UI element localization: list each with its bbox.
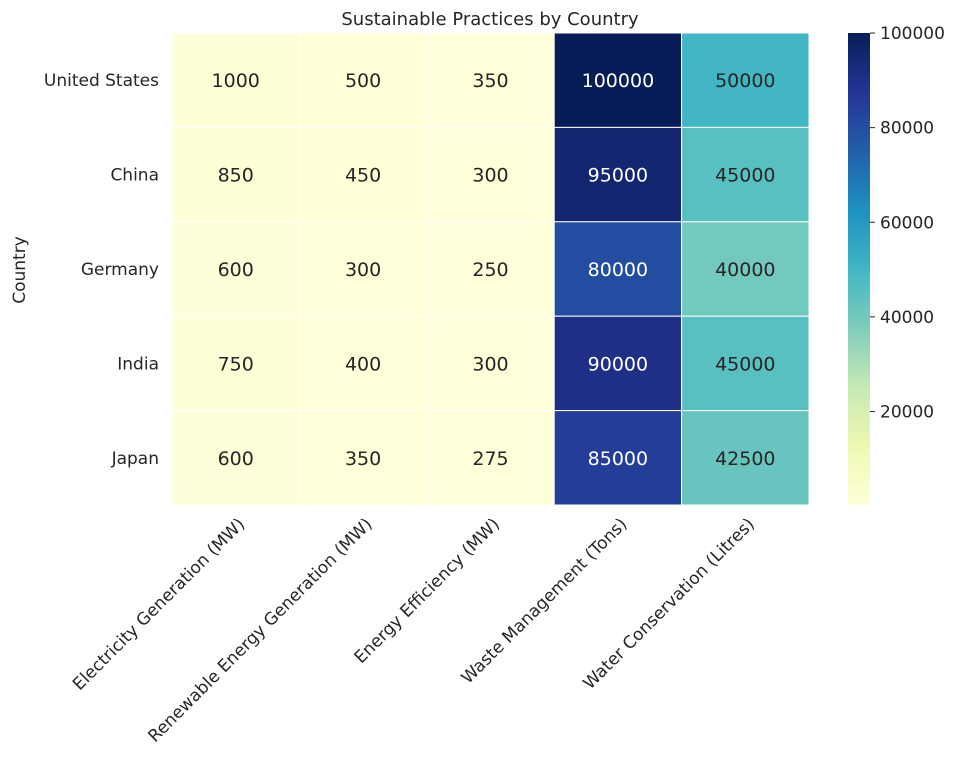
heatmap-cell — [426, 221, 555, 317]
cell-value-label: 600 — [218, 259, 254, 281]
cell-value-label: 45000 — [715, 353, 775, 375]
cell-value-label: 40000 — [715, 259, 775, 281]
cell-value-label: 250 — [472, 259, 508, 281]
cell-value-label: 750 — [218, 353, 254, 375]
cell-value-label: 600 — [218, 448, 254, 470]
y-axis-label: Country — [10, 236, 30, 304]
heatmap-cell — [171, 32, 300, 128]
cell-value-label: 1000 — [212, 70, 260, 92]
heatmap-cell — [681, 221, 810, 317]
heatmap-cell — [298, 32, 428, 128]
cell-value-label: 45000 — [715, 165, 775, 187]
heatmap-cell — [553, 221, 683, 317]
cell-value-label: 95000 — [588, 165, 648, 187]
heatmap-cell — [426, 410, 555, 506]
colorbar-tick-label: 100000 — [880, 24, 945, 44]
heatmap-cell — [171, 410, 300, 506]
cell-value-label: 850 — [218, 165, 254, 187]
cell-value-label: 80000 — [588, 259, 648, 281]
cell-value-label: 350 — [345, 448, 381, 470]
heatmap-cell — [171, 126, 300, 223]
colorbar-tick-label: 40000 — [880, 308, 934, 328]
heatmap-cell — [298, 221, 428, 317]
heatmap-cell — [426, 126, 555, 223]
heatmap-cell — [298, 315, 428, 412]
column-tick-label: Renewable Energy Generation (MW) — [144, 514, 376, 746]
cell-value-label: 100000 — [582, 70, 655, 92]
heatmap-cell — [426, 315, 555, 412]
row-tick-label: United States — [44, 71, 159, 91]
row-tick-label: China — [110, 166, 159, 186]
heatmap-cell — [553, 315, 683, 412]
heatmap-cell — [681, 410, 810, 506]
cell-value-label: 350 — [472, 70, 508, 92]
cell-value-label: 85000 — [588, 448, 648, 470]
heatmap-cell — [298, 410, 428, 506]
heatmap-cell — [681, 126, 810, 223]
cell-value-label: 450 — [345, 165, 381, 187]
colorbar-gradient — [848, 33, 870, 505]
cell-value-label: 275 — [472, 448, 508, 470]
cell-value-label: 300 — [345, 259, 381, 281]
heatmap-cell — [681, 32, 810, 128]
cell-value-label: 90000 — [588, 353, 648, 375]
cell-value-label: 50000 — [715, 70, 775, 92]
cell-value-label: 300 — [472, 165, 508, 187]
heatmap-cell — [681, 315, 810, 412]
colorbar-ticks: 20000 40000 60000 80000 100000 — [870, 24, 945, 423]
row-tick-label: India — [117, 354, 159, 374]
row-tick-label: Germany — [81, 260, 159, 280]
heatmap-cells: 1000 500 350 100000 50000 850 450 300 95000 45000… — [171, 32, 810, 506]
cell-value-label: 42500 — [715, 448, 775, 470]
row-tick-label: Japan — [111, 449, 159, 469]
column-tick-label: Energy Efficiency (MW) — [351, 514, 504, 667]
heatmap-cell — [426, 32, 555, 128]
chart-title: Sustainable Practices by Country — [341, 9, 639, 30]
heatmap-cell — [553, 32, 683, 128]
colorbar-tick-label: 60000 — [880, 213, 934, 233]
colorbar-tick-label: 80000 — [880, 119, 934, 139]
cell-value-label: 300 — [472, 353, 508, 375]
colorbar-tick-label: 20000 — [880, 403, 934, 423]
cell-value-label: 400 — [345, 353, 381, 375]
column-tick-labels: Electricity Generation (MW)Renewable Ene… — [69, 514, 759, 746]
row-tick-labels: United States China Germany India Japan — [44, 71, 159, 469]
heatmap-cell — [171, 315, 300, 412]
colorbar: 20000 40000 60000 80000 100000 — [848, 24, 945, 505]
cell-value-label: 500 — [345, 70, 381, 92]
